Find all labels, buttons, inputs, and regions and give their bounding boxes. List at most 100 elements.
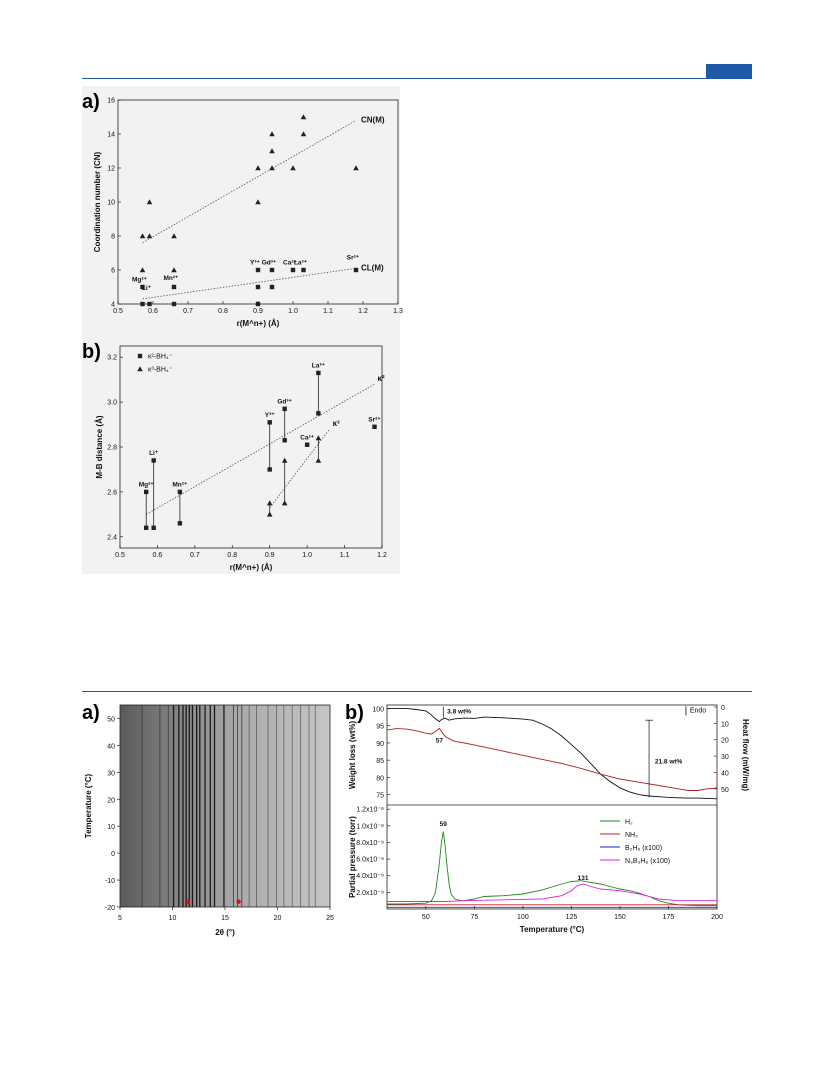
plot-frame <box>119 345 383 549</box>
y-tick-label: -20 <box>105 905 115 912</box>
cn-point <box>255 199 261 205</box>
trend-line <box>146 383 375 515</box>
y-tick-label: 1.0x10⁻⁸ <box>356 823 384 830</box>
k3-point <box>281 457 288 463</box>
k2-point <box>177 489 183 495</box>
ion-label: Y³⁺ <box>250 260 261 267</box>
trend-line <box>269 428 330 508</box>
cl-point <box>171 301 177 307</box>
x-axis-label: r(M^n+) (Å) <box>237 319 280 328</box>
k3-point <box>266 511 273 517</box>
k2-point <box>372 424 377 429</box>
cn-point <box>139 233 146 239</box>
x-tick-label: 0.7 <box>190 552 200 559</box>
y-tick-label-left: 90 <box>376 741 384 748</box>
cn-point <box>290 165 296 171</box>
legend-label: κ²-BH₄⁻ <box>148 354 173 361</box>
y-axis-label-right: Heat flow (mW/mg) <box>741 719 750 791</box>
k2-point <box>316 370 321 376</box>
red-marker <box>186 899 191 904</box>
y-axis-label: M-B distance (Å) <box>95 415 104 478</box>
header-rule <box>82 78 752 79</box>
ms-series <box>387 883 717 902</box>
k2-point <box>316 411 321 416</box>
x-tick-label: 5 <box>118 915 122 922</box>
x-tick-label: 0.5 <box>115 552 125 559</box>
legend-label: N₃B₃H₆ (x100) <box>625 858 670 865</box>
y-tick-label: 3.0 <box>107 400 117 407</box>
ion-label: Mg²⁺ <box>132 277 148 284</box>
k2-point <box>267 467 272 472</box>
y-tick-label: 10 <box>107 200 115 207</box>
y-tick-label-left: 95 <box>376 724 384 731</box>
y-tick-label: 8 <box>111 234 115 241</box>
red-marker <box>236 899 241 904</box>
y-tick-label: 4 <box>111 302 115 309</box>
cl-point <box>353 267 359 273</box>
legend-label: κ³-BH₄⁻ <box>148 367 173 374</box>
y-tick-label-right: 50 <box>721 787 729 794</box>
x-tick-label: 0.5 <box>113 308 123 315</box>
k2-point <box>151 525 156 530</box>
y-tick-label-left: 75 <box>376 793 384 800</box>
x-tick-label: 75 <box>470 914 478 921</box>
figure-top-background <box>82 86 400 574</box>
k2-point <box>282 438 287 443</box>
x-tick-label: 175 <box>663 914 675 921</box>
x-tick-label: 0.6 <box>148 308 158 315</box>
y-tick-label: 10 <box>107 824 115 831</box>
x-tick-label: 100 <box>517 914 529 921</box>
k2-point <box>177 521 183 526</box>
x-tick-label: 0.9 <box>265 552 275 559</box>
x-tick-label: 0.6 <box>153 552 163 559</box>
x-tick-label: 0.8 <box>227 552 237 559</box>
ion-label: Mg²⁺ <box>139 482 155 489</box>
x-tick-label: 200 <box>711 914 723 921</box>
ion-label: Ca²⁺ <box>283 260 297 267</box>
cl-point <box>269 284 275 290</box>
y-tick-label: 3.2 <box>107 355 117 362</box>
y-tick-label: 30 <box>107 770 115 777</box>
y-axis-label-left: Weight loss (wt%) <box>348 721 357 790</box>
x-tick-label: 0.7 <box>183 308 193 315</box>
cl-point <box>269 267 275 273</box>
cl-point <box>140 284 145 290</box>
y-tick-label: 50 <box>107 716 115 723</box>
ion-label: Sr²⁺ <box>368 417 381 424</box>
y-tick-label-right: 20 <box>721 738 729 745</box>
cl-point <box>301 267 306 273</box>
k2-point <box>144 525 149 530</box>
y-axis-label: Partial pressure (torr) <box>348 816 357 898</box>
header-tab <box>706 64 752 78</box>
step-annotation: 3.8 wt% <box>447 708 471 715</box>
x-tick-label: 1.3 <box>393 308 403 315</box>
legend-label: NH₃ <box>625 832 638 839</box>
cn-point <box>269 148 275 154</box>
ion-label: Sr²⁺ <box>347 255 360 262</box>
panel-a-label: a) <box>82 91 100 113</box>
x-tick-label: 1.2 <box>377 552 387 559</box>
y-tick-label: 6.0x10⁻⁹ <box>356 857 384 864</box>
loss-annotation: 21.8 wt% <box>655 759 683 766</box>
cl-point <box>255 301 261 307</box>
cl-point <box>255 284 261 290</box>
y-tick-label: 20 <box>107 797 115 804</box>
y-tick-label-left: 100 <box>372 706 384 713</box>
heatmap-area <box>120 705 330 907</box>
y-tick-label-right: 10 <box>721 721 729 728</box>
y-tick-label-left: 80 <box>376 775 384 782</box>
ion-label: Gd³⁺ <box>262 260 277 267</box>
y-tick-label: 2.0x10⁻⁹ <box>356 890 384 897</box>
borazine-peak-label: 131 <box>578 875 589 882</box>
y-tick-label: 16 <box>107 98 115 105</box>
cn-point <box>353 165 359 171</box>
k3-point <box>266 500 273 506</box>
y-tick-label: 2.4 <box>107 534 117 541</box>
y-tick-label: 14 <box>107 132 115 139</box>
x-axis-label: Temperature (°C) <box>520 925 585 934</box>
cn-point <box>300 114 307 120</box>
cn-point <box>139 267 146 273</box>
thermal-analysis-chart: b) 75 80 85 90 95 100 0 10 20 30 40 50 3.8 wt% 57 21.8… <box>345 702 750 934</box>
y-tick-label: 4.0x10⁻⁹ <box>356 873 384 880</box>
cl-point <box>171 284 177 290</box>
